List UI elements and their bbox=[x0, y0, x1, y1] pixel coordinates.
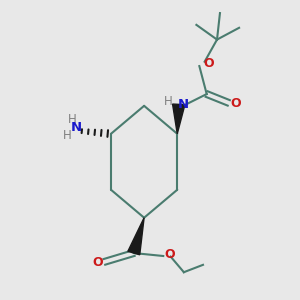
Text: O: O bbox=[203, 57, 214, 70]
Polygon shape bbox=[172, 104, 185, 134]
Text: O: O bbox=[165, 248, 175, 261]
Text: O: O bbox=[93, 256, 103, 269]
Text: N: N bbox=[177, 98, 188, 111]
Text: H: H bbox=[164, 95, 173, 108]
Text: N: N bbox=[71, 122, 82, 134]
Text: O: O bbox=[230, 97, 241, 110]
Text: H: H bbox=[68, 112, 77, 126]
Text: H: H bbox=[63, 129, 72, 142]
Polygon shape bbox=[128, 218, 144, 255]
